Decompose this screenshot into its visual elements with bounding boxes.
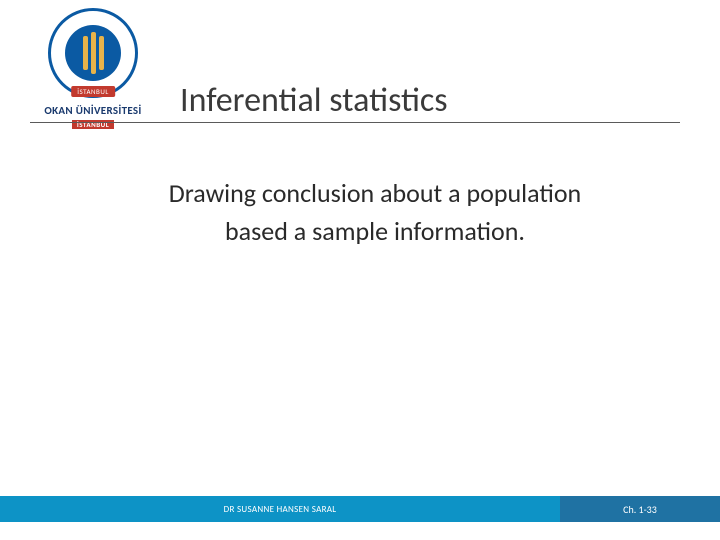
footer-page-ref: Ch. 1-33 [560,496,720,522]
body-line-1: Drawing conclusion about a population [169,177,581,209]
title-underline [30,122,680,123]
footer-author: DR SUSANNE HANSEN SARAL [0,496,560,522]
logo-column-icon [83,36,88,70]
logo-caption-line1: OKAN ÜNİVERSİTESİ [44,104,141,117]
university-logo: İSTANBUL OKAN ÜNİVERSİTESİ İSTANBUL [28,8,158,130]
logo-outer-ring: İSTANBUL [48,8,138,98]
logo-istanbul-badge: İSTANBUL [71,86,115,97]
logo-column-icon [99,36,104,70]
slide-title: Inferential statistics [180,80,660,125]
footer-bar: DR SUSANNE HANSEN SARAL Ch. 1-33 [0,496,720,522]
body-text: Drawing conclusion about a population ba… [90,175,660,250]
logo-caption: OKAN ÜNİVERSİTESİ İSTANBUL [28,104,158,130]
body-line-2: based a sample information. [225,215,525,247]
title-area: Inferential statistics [180,80,660,125]
logo-inner-disc [65,25,121,81]
logo-column-icon [91,32,96,74]
slide: İSTANBUL OKAN ÜNİVERSİTESİ İSTANBUL Infe… [0,0,720,540]
